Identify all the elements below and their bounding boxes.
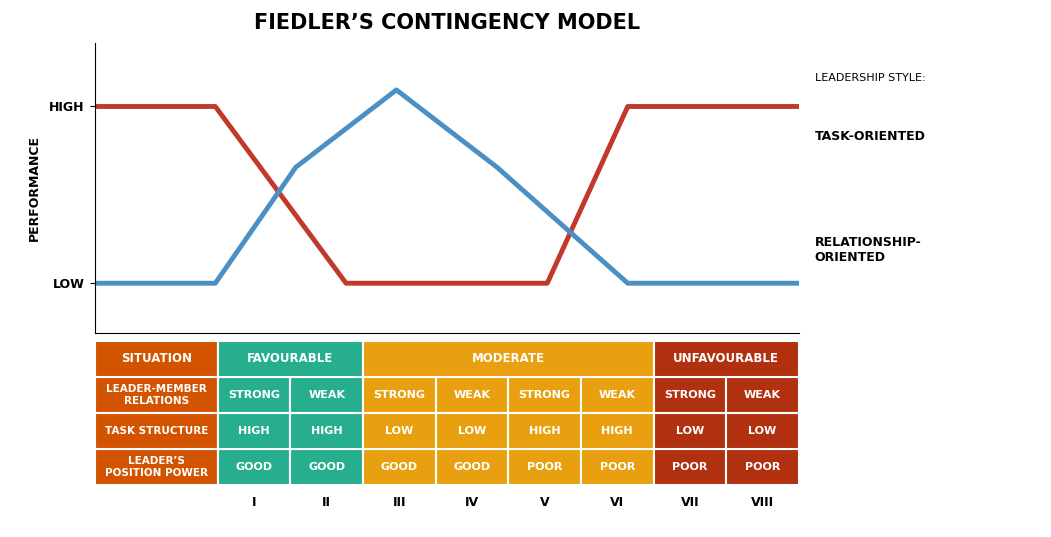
Text: I: I (252, 496, 256, 510)
Text: GOOD: GOOD (453, 462, 491, 472)
Text: HIGH: HIGH (601, 426, 633, 436)
Text: VIII: VIII (750, 496, 774, 510)
Text: WEAK: WEAK (453, 390, 491, 400)
Text: UNFAVOURABLE: UNFAVOURABLE (674, 352, 779, 366)
Text: WEAK: WEAK (744, 390, 781, 400)
Text: STRONG: STRONG (664, 390, 716, 400)
Text: SITUATION: SITUATION (121, 352, 191, 366)
Text: GOOD: GOOD (308, 462, 346, 472)
Text: LEADER’S
POSITION POWER: LEADER’S POSITION POWER (105, 456, 208, 478)
Text: IV: IV (465, 496, 479, 510)
Text: WEAK: WEAK (599, 390, 636, 400)
Text: II: II (323, 496, 331, 510)
Text: LOW: LOW (676, 426, 704, 436)
Text: VII: VII (680, 496, 699, 510)
Text: V: V (540, 496, 550, 510)
Text: STRONG: STRONG (373, 390, 426, 400)
Text: TASK STRUCTURE: TASK STRUCTURE (104, 426, 208, 436)
Text: WEAK: WEAK (308, 390, 345, 400)
Text: RELATIONSHIP-
ORIENTED: RELATIONSHIP- ORIENTED (815, 236, 922, 264)
Text: HIGH: HIGH (529, 426, 560, 436)
Text: VI: VI (611, 496, 624, 510)
Text: HIGH: HIGH (311, 426, 343, 436)
Y-axis label: PERFORMANCE: PERFORMANCE (28, 135, 41, 241)
Text: GOOD: GOOD (235, 462, 272, 472)
Text: LOW: LOW (748, 426, 777, 436)
Text: STRONG: STRONG (518, 390, 571, 400)
Text: III: III (393, 496, 406, 510)
Text: GOOD: GOOD (380, 462, 418, 472)
Text: LEADER-MEMBER
RELATIONS: LEADER-MEMBER RELATIONS (106, 384, 207, 406)
Text: POOR: POOR (745, 462, 780, 472)
Text: POOR: POOR (673, 462, 707, 472)
Text: LOW: LOW (386, 426, 413, 436)
Text: FAVOURABLE: FAVOURABLE (247, 352, 333, 366)
Text: POOR: POOR (527, 462, 562, 472)
Text: MODERATE: MODERATE (472, 352, 544, 366)
Text: STRONG: STRONG (228, 390, 281, 400)
Text: HIGH: HIGH (239, 426, 270, 436)
Text: TASK-ORIENTED: TASK-ORIENTED (815, 130, 925, 143)
Text: LEADERSHIP STYLE:: LEADERSHIP STYLE: (815, 73, 925, 83)
Title: FIEDLER’S CONTINGENCY MODEL: FIEDLER’S CONTINGENCY MODEL (253, 13, 640, 33)
Text: POOR: POOR (599, 462, 635, 472)
Text: LOW: LOW (458, 426, 487, 436)
